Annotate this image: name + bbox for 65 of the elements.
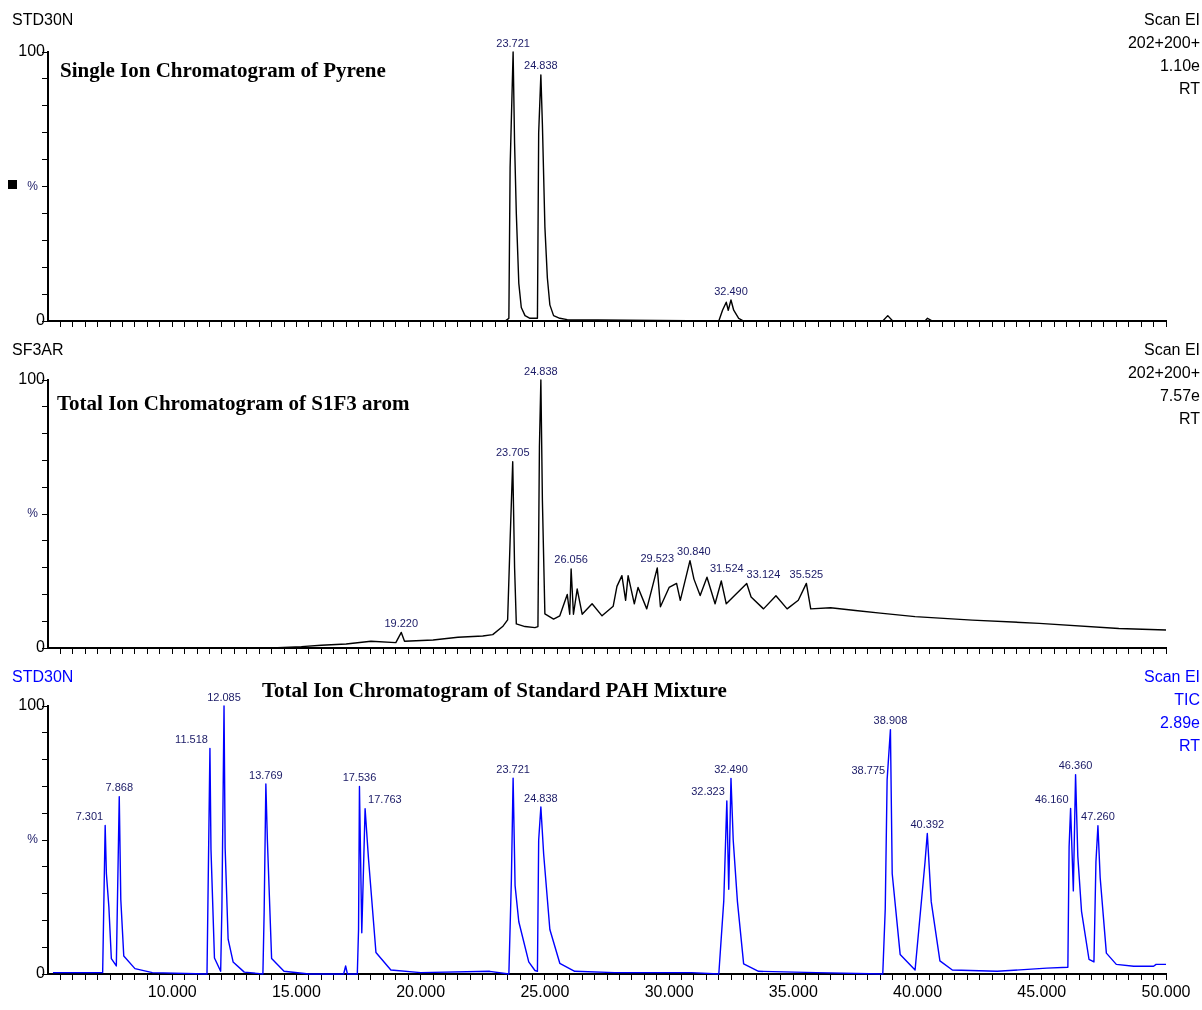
text: Scan EI <box>1143 341 1200 359</box>
annotation: 11.518 <box>175 732 208 745</box>
y-axis-title: % <box>27 832 39 847</box>
y-tick-label: 0 <box>36 311 46 329</box>
text: RT <box>1178 410 1201 428</box>
chart-title: Total Ion Chromatogram of Standard PAH Mixture <box>262 678 727 703</box>
text: RT <box>1178 80 1201 98</box>
annotation: 47.260 <box>1081 810 1115 823</box>
text: Total Ion Chromatogram of S1F3 arom <box>57 391 411 416</box>
annotation: 1.10e <box>1159 57 1201 75</box>
annotation: 46.160 <box>1034 792 1069 805</box>
annotation: 7.868 <box>105 781 134 794</box>
annotation: 7.57e <box>1159 387 1201 405</box>
text: STD30N <box>12 668 74 686</box>
annotation: 35.525 <box>789 567 824 580</box>
text: RT <box>1178 737 1201 755</box>
annotation: 32.490 <box>714 762 748 775</box>
annotation: 30.840 <box>677 545 711 558</box>
annotation: 32.323 <box>691 785 725 798</box>
y-axis-title: % <box>27 178 39 193</box>
y-tick-label: 0 <box>36 964 46 982</box>
y-tick-label: 100 <box>18 370 46 388</box>
annotation: 7.301 <box>75 810 104 823</box>
x-tick-label: 35.000 <box>768 983 818 1001</box>
annotation: 202+200+ <box>1127 364 1200 382</box>
annotation: 12.085 <box>207 690 241 703</box>
x-tick-label: 45.000 <box>1017 983 1067 1001</box>
x-tick-label: 30.000 <box>644 983 694 1001</box>
text: Scan EI <box>1143 11 1200 29</box>
text: SF3AR <box>12 341 64 359</box>
text: Scan EI <box>1143 668 1200 686</box>
annotation: 17.763 <box>368 793 402 806</box>
text: TIC <box>1174 691 1200 709</box>
x-tick-label: 20.000 <box>396 983 446 1001</box>
text: 202+200+ <box>1127 34 1200 52</box>
annotation: 19.220 <box>384 616 419 629</box>
annotation: 38.908 <box>873 714 908 727</box>
annotation: 31.524 <box>709 561 744 574</box>
text: STD30N <box>12 11 74 29</box>
annotation: 46.360 <box>1058 759 1093 772</box>
annotation: 24.838 <box>524 59 558 72</box>
annotation: 29.523 <box>640 552 675 565</box>
y-tick-label: 100 <box>18 42 46 60</box>
y-axis-title: % <box>27 506 39 521</box>
annotation: 24.838 <box>524 791 558 804</box>
annotation: 17.536 <box>342 770 377 783</box>
annotation: 32.490 <box>714 284 748 297</box>
x-tick-label: 50.000 <box>1141 983 1191 1001</box>
annotation: 40.392 <box>910 818 945 831</box>
annotation: 23.721 <box>496 36 530 49</box>
y-tick-label: 0 <box>36 638 46 656</box>
chart-title: Single Ion Chromatogram of Pyrene <box>60 58 386 83</box>
annotation: 13.769 <box>249 768 283 781</box>
annotation: 23.705 <box>495 446 530 459</box>
annotation: 24.838 <box>524 364 558 377</box>
x-tick-label: 25.000 <box>520 983 570 1001</box>
annotation: 38.775 <box>851 764 886 777</box>
x-tick-label: 15.000 <box>271 983 322 1001</box>
annotation: 26.056 <box>554 553 588 566</box>
annotation: 2.89e <box>1159 714 1201 732</box>
annotation: 23.721 <box>496 762 530 775</box>
x-tick-label: 40.000 <box>893 983 943 1001</box>
annotation: 33.124 <box>746 567 781 580</box>
x-tick-label: 10.000 <box>147 983 197 1001</box>
y-tick-label: 100 <box>18 696 46 714</box>
